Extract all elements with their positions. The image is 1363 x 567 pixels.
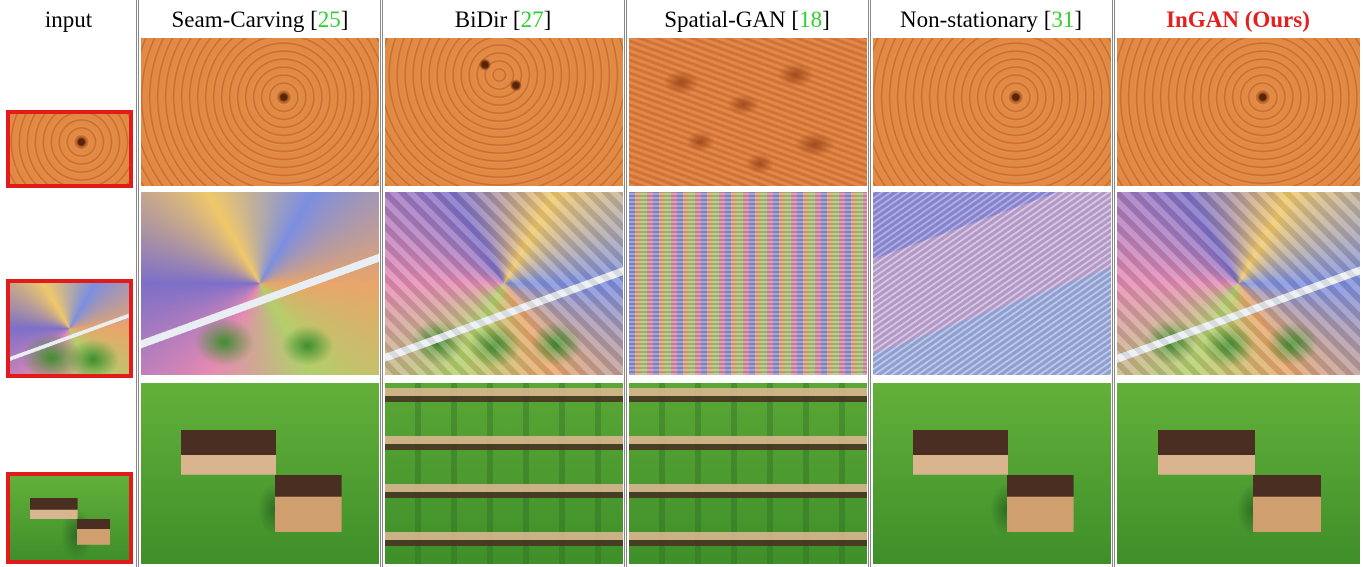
result-houses-ingan	[1117, 383, 1360, 564]
result-painting-non-stationary	[873, 192, 1111, 375]
input-image-houses	[6, 472, 133, 564]
result-wood-seam-carving	[141, 38, 379, 186]
column-header-input: input	[44, 7, 93, 32]
result-wood-ingan	[1117, 38, 1360, 186]
column-header-spatial-gan: Spatial-GAN [18]	[628, 2, 866, 38]
result-wood-spatial-gan	[629, 38, 867, 186]
citation: [18]	[791, 7, 830, 32]
result-houses-spatial-gan	[629, 383, 867, 564]
method-name: Seam-Carving	[171, 7, 305, 32]
column-header-seam-carving: Seam-Carving [25]	[141, 2, 379, 38]
result-houses-bidir	[385, 383, 623, 564]
column-separator	[136, 0, 139, 567]
citation: [31]	[1043, 7, 1083, 32]
method-name: BiDir	[454, 7, 508, 32]
column-separator	[868, 0, 871, 567]
column-header-bidir: BiDir [27]	[384, 2, 622, 38]
column-separator	[380, 0, 383, 567]
method-name-ours: InGAN (Ours)	[1166, 7, 1310, 32]
method-name: Spatial-GAN	[664, 7, 786, 32]
citation: [25]	[310, 7, 349, 32]
result-painting-seam-carving	[141, 192, 379, 375]
column-header-ingan: InGAN (Ours)	[1116, 2, 1360, 38]
result-houses-seam-carving	[141, 383, 379, 564]
column-header-non-stationary: Non-stationary [31]	[872, 2, 1110, 38]
result-wood-non-stationary	[873, 38, 1111, 186]
result-wood-bidir	[385, 38, 623, 186]
input-image-painting	[6, 279, 133, 378]
result-houses-non-stationary	[873, 383, 1111, 564]
column-separator	[1112, 0, 1115, 567]
citation: [27]	[512, 7, 552, 32]
method-name: Non-stationary	[899, 7, 1038, 32]
result-painting-spatial-gan	[629, 192, 867, 375]
input-image-wood	[6, 110, 133, 188]
column-separator	[624, 0, 627, 567]
result-painting-bidir	[385, 192, 623, 375]
result-painting-ingan	[1117, 192, 1360, 375]
